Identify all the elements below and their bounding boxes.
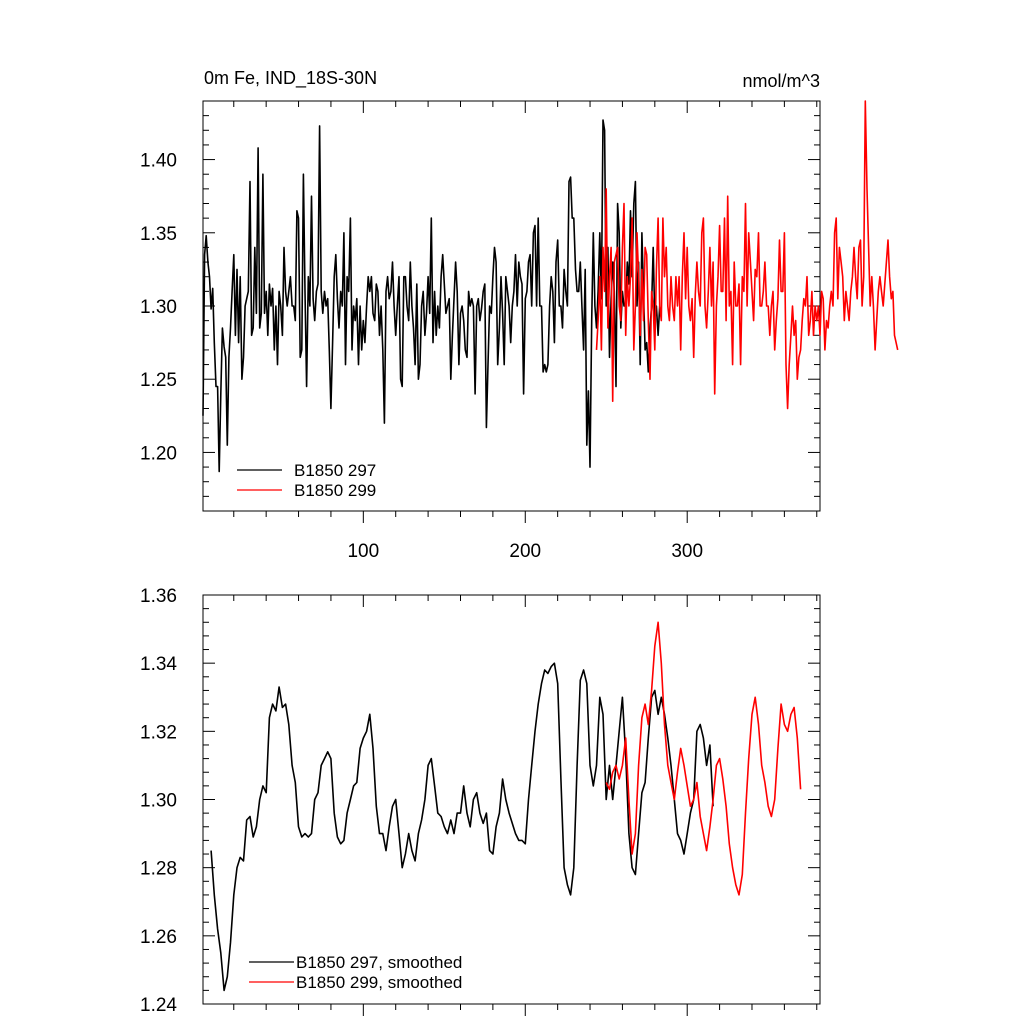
bottom-ticks: 1.24 1.26 1.28 1.30 1.32 1.34 1.36 <box>140 586 820 1016</box>
bottom-y-tick-label: 1.34 <box>140 654 177 675</box>
bottom-series-line-0 <box>210 662 714 992</box>
top-x-tick-label: 300 <box>671 541 703 562</box>
top-y-tick-label: 1.40 <box>140 151 177 172</box>
bottom-panel: 1.24 1.26 1.28 1.30 1.32 1.34 1.36 B1850 297, … <box>140 586 821 1016</box>
bottom-plot-frame <box>202 594 821 1005</box>
top-legend: B1850 297 B1850 299 <box>237 461 376 500</box>
bottom-series-line-1 <box>605 621 802 896</box>
top-y-tick-label: 1.20 <box>140 443 177 464</box>
top-units: nmol/m^3 <box>743 71 820 91</box>
bottom-y-tick-label: 1.28 <box>140 859 177 880</box>
top-title: 0m Fe, IND_18S-30N <box>204 68 377 89</box>
top-series-group <box>202 100 899 473</box>
top-series-line-1 <box>595 100 899 410</box>
top-y-tick-label: 1.30 <box>140 297 177 318</box>
top-panel: 0m Fe, IND_18S-30N nmol/m^3 1.20 1.25 1.30… <box>140 68 899 562</box>
bottom-y-tick-label: 1.32 <box>140 722 177 743</box>
top-series-line-0 <box>202 119 661 473</box>
top-x-tick-label: 100 <box>347 541 379 562</box>
bottom-series-group <box>210 621 802 992</box>
legend-label-297-smoothed: B1850 297, smoothed <box>296 953 462 972</box>
bottom-y-tick-label: 1.24 <box>140 995 177 1016</box>
top-x-tick-label: 200 <box>509 541 541 562</box>
top-y-tick-label: 1.35 <box>140 224 177 245</box>
legend-label-297: B1850 297 <box>294 461 376 480</box>
bottom-legend: B1850 297, smoothed B1850 299, smoothed <box>249 953 462 992</box>
bottom-y-tick-label: 1.30 <box>140 791 177 812</box>
legend-label-299-smoothed: B1850 299, smoothed <box>296 973 462 992</box>
bottom-y-tick-label: 1.36 <box>140 586 177 607</box>
legend-label-299: B1850 299 <box>294 481 376 500</box>
top-y-tick-label: 1.25 <box>140 370 177 391</box>
bottom-y-tick-label: 1.26 <box>140 927 177 948</box>
top-ticks: 1.20 1.25 1.30 1.35 1.40 100 200 300 <box>140 100 820 562</box>
